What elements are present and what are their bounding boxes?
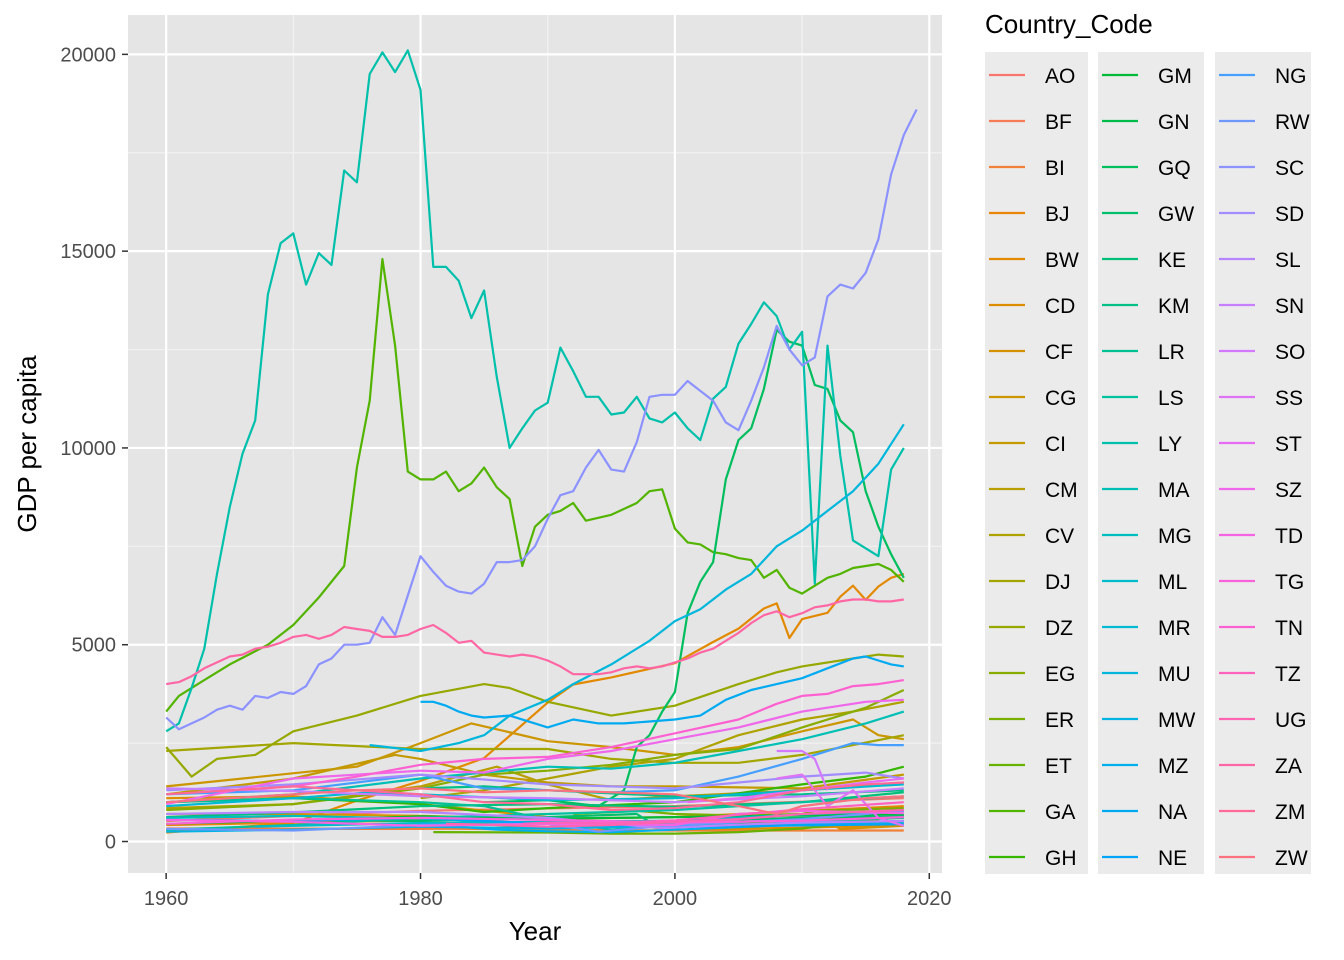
y-tick-label: 20000 [60,44,116,66]
legend-label-bf: BF [1045,111,1072,134]
series-line-mu [369,423,905,753]
legend-label-dj: DJ [1045,571,1071,594]
legend-label-gn: GN [1158,111,1190,134]
series-line-tg [166,816,904,825]
legend-label-bj: BJ [1045,203,1070,226]
y-axis-title: GDP per capita [12,355,42,533]
legend-label-cm: CM [1045,479,1078,502]
series-line-za [166,598,904,686]
legend-label-tn: TN [1275,617,1303,640]
legend-label-ml: ML [1158,571,1187,594]
legend-label-ci: CI [1045,433,1066,456]
legend-label-st: ST [1275,433,1302,456]
legend-label-mw: MW [1158,709,1195,732]
legend-label-tg: TG [1275,571,1304,594]
legend-label-ug: UG [1275,709,1307,732]
x-axis-ticks: 1960 1980 2000 2020 [144,873,952,910]
major-gridlines [128,15,942,873]
series-line-zw [166,787,904,816]
legend: Country_Code AO BF BI BJ BW CD CF CG CI CM CV DJ DZ E… [985,9,1311,874]
y-tick-label: 0 [105,832,116,854]
legend-label-gh: GH [1045,847,1077,870]
y-tick-label: 5000 [72,635,117,657]
legend-label-sz: SZ [1275,479,1302,502]
legend-column-bg [1098,52,1204,874]
series-line-so [776,749,829,791]
legend-label-zw: ZW [1275,847,1308,870]
series-line-ma [166,710,905,804]
legend-label-so: SO [1275,341,1305,364]
series-line-ci [166,753,904,796]
legend-label-sd: SD [1275,203,1304,226]
series-line-ga [165,257,905,713]
legend-label-gw: GW [1158,203,1194,226]
legend-label-sl: SL [1275,249,1301,272]
series-line-sc [165,109,918,731]
legend-label-sn: SN [1275,295,1304,318]
y-tick-label: 10000 [60,438,116,460]
legend-label-mg: MG [1158,525,1192,548]
series-lines [165,49,918,835]
legend-items: AO BF BI BJ BW CD CF CG CI CM CV DJ DZ EG ER ET GA GH GM GN… [985,52,1311,874]
legend-label-gq: GQ [1158,157,1191,180]
x-tick-label: 2020 [907,888,952,910]
x-tick-label: 2000 [653,888,698,910]
series-line-cg [166,718,904,788]
legend-label-ss: SS [1275,387,1303,410]
series-line-dz [165,653,904,778]
legend-label-za: ZA [1275,755,1302,778]
legend-label-gm: GM [1158,65,1192,88]
legend-label-rw: RW [1275,111,1310,134]
series-line-na [420,655,904,729]
legend-label-dz: DZ [1045,617,1073,640]
series-line-tz [522,801,904,825]
legend-label-td: TD [1275,525,1303,548]
y-axis-ticks: 0 5000 10000 15000 20000 [60,44,128,854]
legend-label-mu: MU [1158,663,1191,686]
legend-column-bg [985,52,1088,874]
legend-label-et: ET [1045,755,1072,778]
series-line-sn [166,787,904,804]
legend-label-ao: AO [1045,65,1075,88]
legend-label-ly: LY [1158,433,1182,456]
series-line-ss [776,773,905,827]
legend-label-ls: LS [1158,387,1184,410]
legend-label-ng: NG [1275,65,1307,88]
plot-panel [128,15,942,873]
legend-label-ma: MA [1158,479,1190,502]
legend-label-km: KM [1158,295,1190,318]
legend-label-bw: BW [1045,249,1079,272]
series-line-tn [229,679,904,792]
legend-label-ne: NE [1158,847,1187,870]
series-line-ug [445,808,904,828]
legend-label-er: ER [1045,709,1074,732]
x-axis-title: Year [509,916,562,946]
legend-label-cd: CD [1045,295,1075,318]
legend-label-sc: SC [1275,157,1304,180]
legend-label-mz: MZ [1158,755,1188,778]
legend-title: Country_Code [985,9,1153,39]
legend-label-cf: CF [1045,341,1073,364]
legend-label-na: NA [1158,801,1187,824]
legend-label-eg: EG [1045,663,1075,686]
legend-label-tz: TZ [1275,663,1301,686]
series-line-dj [166,734,905,764]
legend-column-bg [1215,52,1311,874]
x-tick-label: 1980 [398,888,443,910]
legend-label-mr: MR [1158,617,1191,640]
series-line-zm [166,781,904,812]
legend-label-cg: CG [1045,387,1077,410]
legend-label-ga: GA [1045,801,1075,824]
legend-label-lr: LR [1158,341,1185,364]
series-line-cv [420,700,905,800]
x-tick-label: 1960 [144,888,189,910]
series-line-bw [166,572,905,834]
legend-label-cv: CV [1045,525,1074,548]
legend-label-ke: KE [1158,249,1186,272]
legend-label-bi: BI [1045,157,1065,180]
series-line-ly [165,49,905,733]
legend-label-zm: ZM [1275,801,1305,824]
y-tick-label: 15000 [60,241,116,263]
